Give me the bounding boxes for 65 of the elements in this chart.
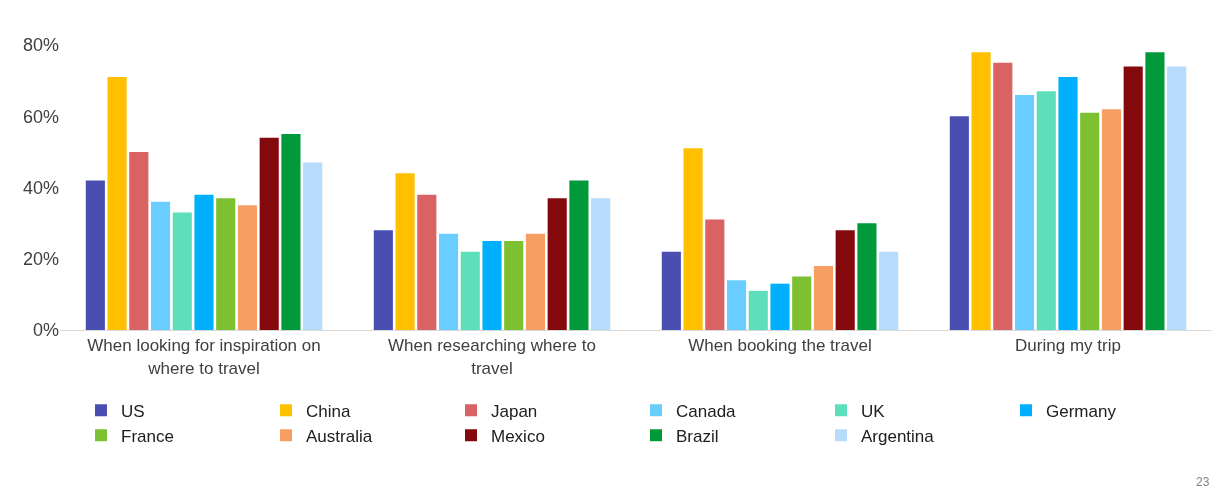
bar — [482, 240, 502, 330]
bar — [438, 233, 459, 330]
bar — [107, 77, 127, 330]
bar — [259, 137, 279, 330]
bar — [857, 223, 877, 330]
bar — [591, 198, 611, 330]
bar — [216, 198, 236, 330]
x-tick-label: When researching where to travel — [388, 336, 596, 378]
bar — [417, 194, 437, 330]
bar — [1058, 77, 1078, 330]
x-tick-label: During my trip — [1015, 336, 1121, 356]
bar — [1167, 66, 1187, 330]
bar — [1145, 52, 1165, 330]
legend-label: Germany — [1046, 401, 1117, 421]
legend-label: Argentina — [861, 426, 935, 446]
bar — [705, 219, 725, 330]
bar — [85, 180, 105, 330]
bar — [726, 280, 747, 330]
bar — [770, 283, 790, 330]
bar — [237, 205, 258, 330]
bar — [748, 290, 768, 330]
bar — [129, 151, 149, 330]
y-tick-label: 40% — [22, 177, 59, 198]
bar — [792, 276, 812, 330]
bar — [661, 251, 681, 330]
bar — [1014, 94, 1035, 330]
bar — [460, 251, 480, 330]
legend-label: China — [306, 401, 351, 421]
bar — [879, 251, 899, 330]
bar — [683, 148, 703, 330]
bar — [1101, 109, 1122, 330]
bar — [949, 116, 969, 330]
legend-label: Australia — [306, 426, 373, 446]
bar — [504, 240, 524, 330]
bar — [547, 198, 567, 330]
legend-label: US — [121, 401, 145, 421]
bar — [993, 62, 1013, 330]
bar — [835, 230, 855, 330]
bar — [1080, 112, 1100, 330]
legend-label: UK — [861, 401, 886, 421]
bar — [525, 233, 546, 330]
legend-label: Canada — [676, 401, 737, 421]
y-tick-label: 80% — [22, 35, 59, 56]
bar — [373, 230, 393, 330]
bar — [569, 180, 589, 330]
bar — [194, 194, 214, 330]
bar — [172, 212, 192, 330]
y-tick-label: 20% — [22, 249, 59, 270]
bar — [395, 173, 415, 330]
y-tick-label: 0% — [32, 320, 59, 341]
bar — [150, 201, 171, 330]
x-tick-label: When booking the travel — [688, 336, 872, 356]
legend-label: Brazil — [676, 426, 719, 446]
bar — [1036, 91, 1056, 330]
legend-label: Mexico — [491, 426, 545, 446]
legend-label: Japan — [491, 401, 538, 421]
x-tick-label: When looking for inspiration on where to travel — [87, 336, 321, 378]
text: 23 — [1196, 475, 1210, 489]
y-tick-label: 60% — [22, 106, 59, 127]
bar — [971, 52, 991, 330]
bar — [281, 134, 301, 330]
legend-label: France — [121, 426, 174, 446]
bar — [1123, 66, 1143, 330]
bar — [813, 265, 834, 330]
bar — [303, 162, 323, 330]
